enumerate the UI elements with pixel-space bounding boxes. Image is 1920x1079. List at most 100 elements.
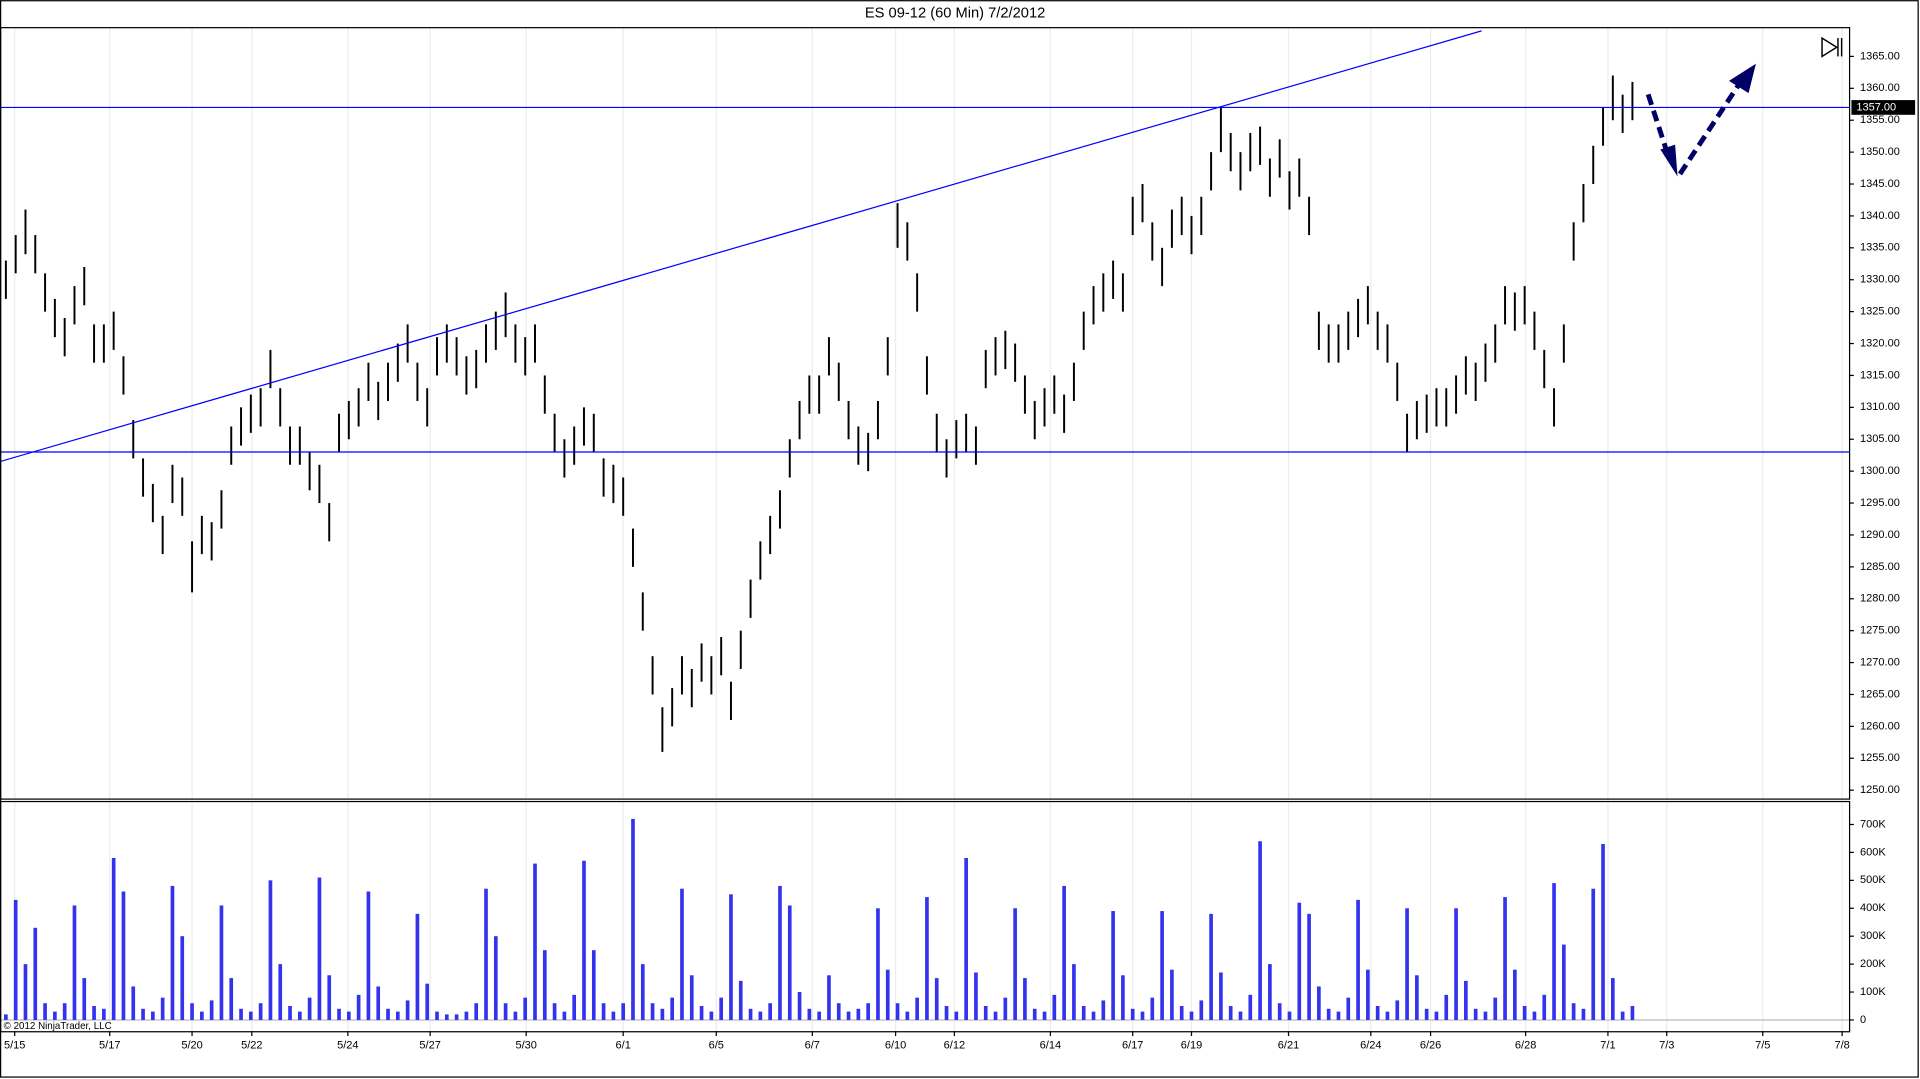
volume-bar <box>141 1008 145 1020</box>
y-tick-label: 1305.00 <box>1860 433 1900 445</box>
volume-bar <box>1209 913 1213 1020</box>
volume-bar <box>1395 1000 1400 1020</box>
volume-bar <box>1013 908 1017 1020</box>
volume-bar <box>190 1003 194 1020</box>
volume-bar <box>1003 997 1008 1020</box>
volume-bar <box>405 1000 410 1020</box>
y-tick-label: 1265.00 <box>1860 688 1900 700</box>
volume-bar <box>836 1003 841 1020</box>
y-tick-label: 1365.00 <box>1860 50 1900 62</box>
volume-bar <box>827 975 831 1020</box>
volume-bar <box>1268 964 1272 1020</box>
volume-bar <box>974 972 978 1020</box>
volume-bar <box>983 1006 988 1020</box>
volume-bar <box>121 891 126 1020</box>
y-tick-label: 1275.00 <box>1860 625 1900 637</box>
y-tick-label: 1260.00 <box>1860 720 1900 732</box>
volume-bar <box>376 986 381 1020</box>
arrow-head <box>1660 144 1678 177</box>
volume-bar <box>660 1008 665 1020</box>
volume-bar <box>680 888 684 1020</box>
y-tick-label: 300K <box>1860 930 1886 942</box>
volume-bar <box>1326 1008 1331 1020</box>
volume-bar <box>582 860 586 1020</box>
volume-bar <box>552 1003 557 1020</box>
volume-bar <box>650 1003 655 1020</box>
volume-bar <box>435 1011 439 1020</box>
volume-bar <box>1620 1011 1625 1020</box>
volume-bar <box>778 885 782 1020</box>
volume-bar <box>925 897 929 1020</box>
volume-bar <box>1522 1006 1527 1020</box>
volume-bar <box>1532 1011 1537 1020</box>
volume-bar <box>1375 1006 1380 1020</box>
plot-content: 5/15 5/17 5/20 5/22 5/24 5/27 5/30 6/1 6/5 6/7 6/1… <box>0 27 1916 1052</box>
volume-bar <box>1571 1003 1576 1020</box>
volume-bar <box>709 1011 714 1020</box>
volume-bar <box>856 1008 861 1020</box>
volume-bar <box>768 1003 772 1020</box>
volume-bar <box>1346 997 1351 1020</box>
volume-bar <box>1610 978 1615 1020</box>
forecast-arrows <box>1645 79 1744 176</box>
x-tick-label: 5/15 <box>4 1040 25 1052</box>
volume-bar <box>356 994 361 1020</box>
volume-bar <box>1356 899 1360 1020</box>
x-tick-label: 6/5 <box>709 1040 724 1052</box>
volume-bar <box>1062 885 1066 1020</box>
x-tick-label: 6/14 <box>1040 1040 1061 1052</box>
volume-bar <box>1307 913 1311 1020</box>
volume-bar <box>876 908 880 1020</box>
x-tick-label: 5/22 <box>241 1040 262 1052</box>
y-tick-label: 1310.00 <box>1860 401 1900 413</box>
x-tick-label: 7/5 <box>1755 1040 1770 1052</box>
trend-line <box>0 30 1482 463</box>
volume-bar <box>523 997 528 1020</box>
x-tick-label: 5/20 <box>181 1040 202 1052</box>
volume-bar <box>640 964 645 1020</box>
arrow-head <box>1728 63 1756 94</box>
volume-bar <box>1454 908 1458 1020</box>
volume-bar <box>787 905 792 1020</box>
volume-bar <box>954 1011 959 1020</box>
volume-bar <box>729 894 733 1020</box>
y-tick-label: 600K <box>1860 846 1886 858</box>
volume-bar <box>1366 969 1370 1020</box>
volume-bar <box>601 1003 606 1020</box>
volume-bar <box>1238 1011 1243 1020</box>
volume-bar <box>415 913 420 1020</box>
y-tick-label: 1325.00 <box>1860 306 1900 318</box>
volume-bar <box>454 1014 459 1020</box>
price-marker <box>1851 100 1916 115</box>
y-tick-label: 700K <box>1860 818 1886 830</box>
volume-bar <box>1434 1011 1439 1020</box>
copyright: © 2012 NinjaTrader, LLC <box>4 1021 112 1032</box>
volume-bar <box>1277 1003 1282 1020</box>
play-icon[interactable] <box>1821 36 1843 58</box>
volume-bar <box>249 1011 253 1020</box>
volume-bar <box>934 978 939 1020</box>
y-tick-label: 200K <box>1860 958 1886 970</box>
volume-bar <box>699 1006 704 1020</box>
volume-bar <box>288 1006 292 1020</box>
y-tick-label: 1285.00 <box>1860 561 1900 573</box>
volume-bar <box>1101 1000 1106 1020</box>
x-tick-label: 7/8 <box>1834 1040 1849 1052</box>
y-tick-label: 1350.00 <box>1860 146 1900 158</box>
volume-bar <box>62 1003 67 1020</box>
volume-bar <box>180 936 185 1020</box>
y-tick-label: 1270.00 <box>1860 656 1900 668</box>
x-tick-label: 6/24 <box>1360 1040 1381 1052</box>
volume-bar <box>307 997 312 1020</box>
volume-bar <box>1552 883 1556 1020</box>
chart-title: ES 09-12 (60 Min) 7/2/2012 <box>865 5 1045 21</box>
volume-bar <box>317 877 322 1020</box>
y-tick-label: 1250.00 <box>1860 784 1900 796</box>
volume-bar <box>1317 986 1321 1020</box>
volume-bar <box>1032 1008 1037 1020</box>
y-tick-label: 0 <box>1860 1014 1866 1026</box>
volume-bar <box>895 1003 900 1020</box>
volume-bar <box>944 1006 949 1020</box>
volume-bar <box>503 1003 508 1020</box>
